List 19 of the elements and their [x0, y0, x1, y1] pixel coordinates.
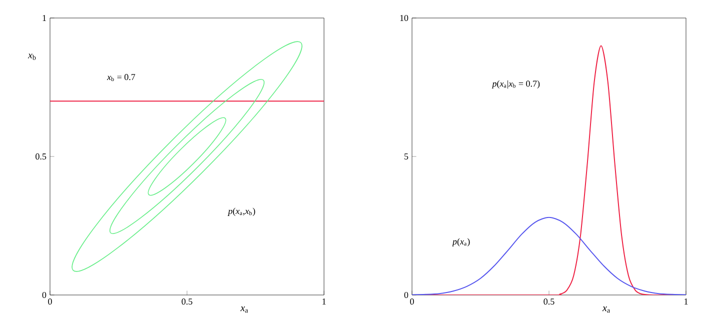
y-tick-label: 0: [42, 292, 46, 298]
annotation: p(x$_{a}$,x$_{b}$): [228, 208, 256, 216]
x-tick-label: 0.5: [544, 298, 554, 305]
x-tick-label: 1: [322, 298, 326, 304]
y-axis-title: x$_{b}$: [28, 54, 36, 60]
annotation: x$_{b}$ = 0.7: [106, 74, 136, 82]
y-tick-label: 0: [404, 292, 408, 298]
x-tick-label: 0: [48, 298, 52, 305]
y-tick-label: 5: [404, 153, 408, 160]
x-axis-title: x$_{a}$: [240, 306, 248, 313]
y-tick-label: 1: [42, 15, 46, 21]
annotation: p(x$_{a}$|x$_{b}$ = 0.7): [492, 80, 540, 89]
x-tick-label: 1: [684, 298, 688, 304]
y-tick-label: 0.5: [36, 153, 46, 160]
x-axis-title: x$_{a}$: [602, 306, 610, 313]
x-tick-label: 0.5: [182, 298, 192, 305]
x-tick-label: 0: [410, 298, 414, 305]
annotation: p(x$_{a}$): [452, 238, 470, 246]
y-tick-label: 10: [400, 14, 408, 22]
